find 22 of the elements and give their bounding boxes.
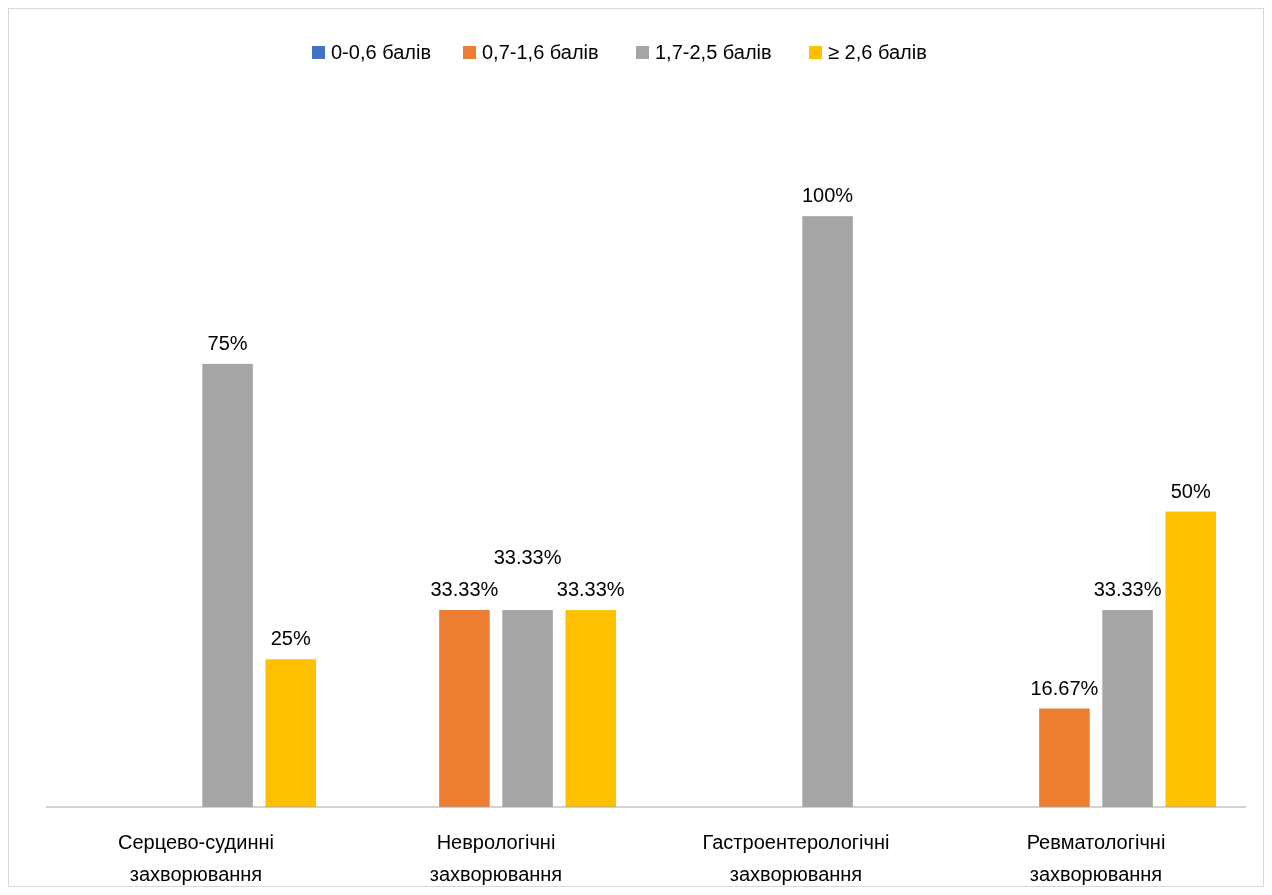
bar	[439, 610, 490, 807]
legend-label: 0-0,6 балів	[331, 41, 431, 63]
legend-label: 1,7-2,5 балів	[655, 41, 772, 63]
data-label: 100%	[802, 184, 854, 207]
legend-label: 0,7-1,6 балів	[482, 41, 599, 63]
bar	[265, 659, 316, 807]
bar	[565, 610, 616, 807]
data-label: 50%	[1170, 479, 1211, 502]
x-tick-label: Серцево-судинні захворювання	[118, 831, 274, 885]
x-tick-label: Ревматологічні захворювання	[1026, 831, 1166, 885]
data-label: 33.33%	[556, 578, 625, 601]
data-label: 33.33%	[430, 578, 499, 601]
legend-label: ≥ 2,6 балів	[828, 41, 927, 63]
data-label: 16.67%	[1030, 676, 1099, 699]
data-label: 25%	[270, 627, 311, 650]
data-label: 75%	[207, 331, 248, 354]
x-tick-label: Гастроентерологічні захворювання	[702, 831, 890, 885]
bar	[1165, 511, 1216, 807]
bar	[1039, 708, 1090, 807]
data-label: 33.33%	[1093, 578, 1162, 601]
x-tick-label: Неврологічні захворювання	[429, 831, 563, 885]
data-label: 33.33%	[493, 546, 562, 569]
